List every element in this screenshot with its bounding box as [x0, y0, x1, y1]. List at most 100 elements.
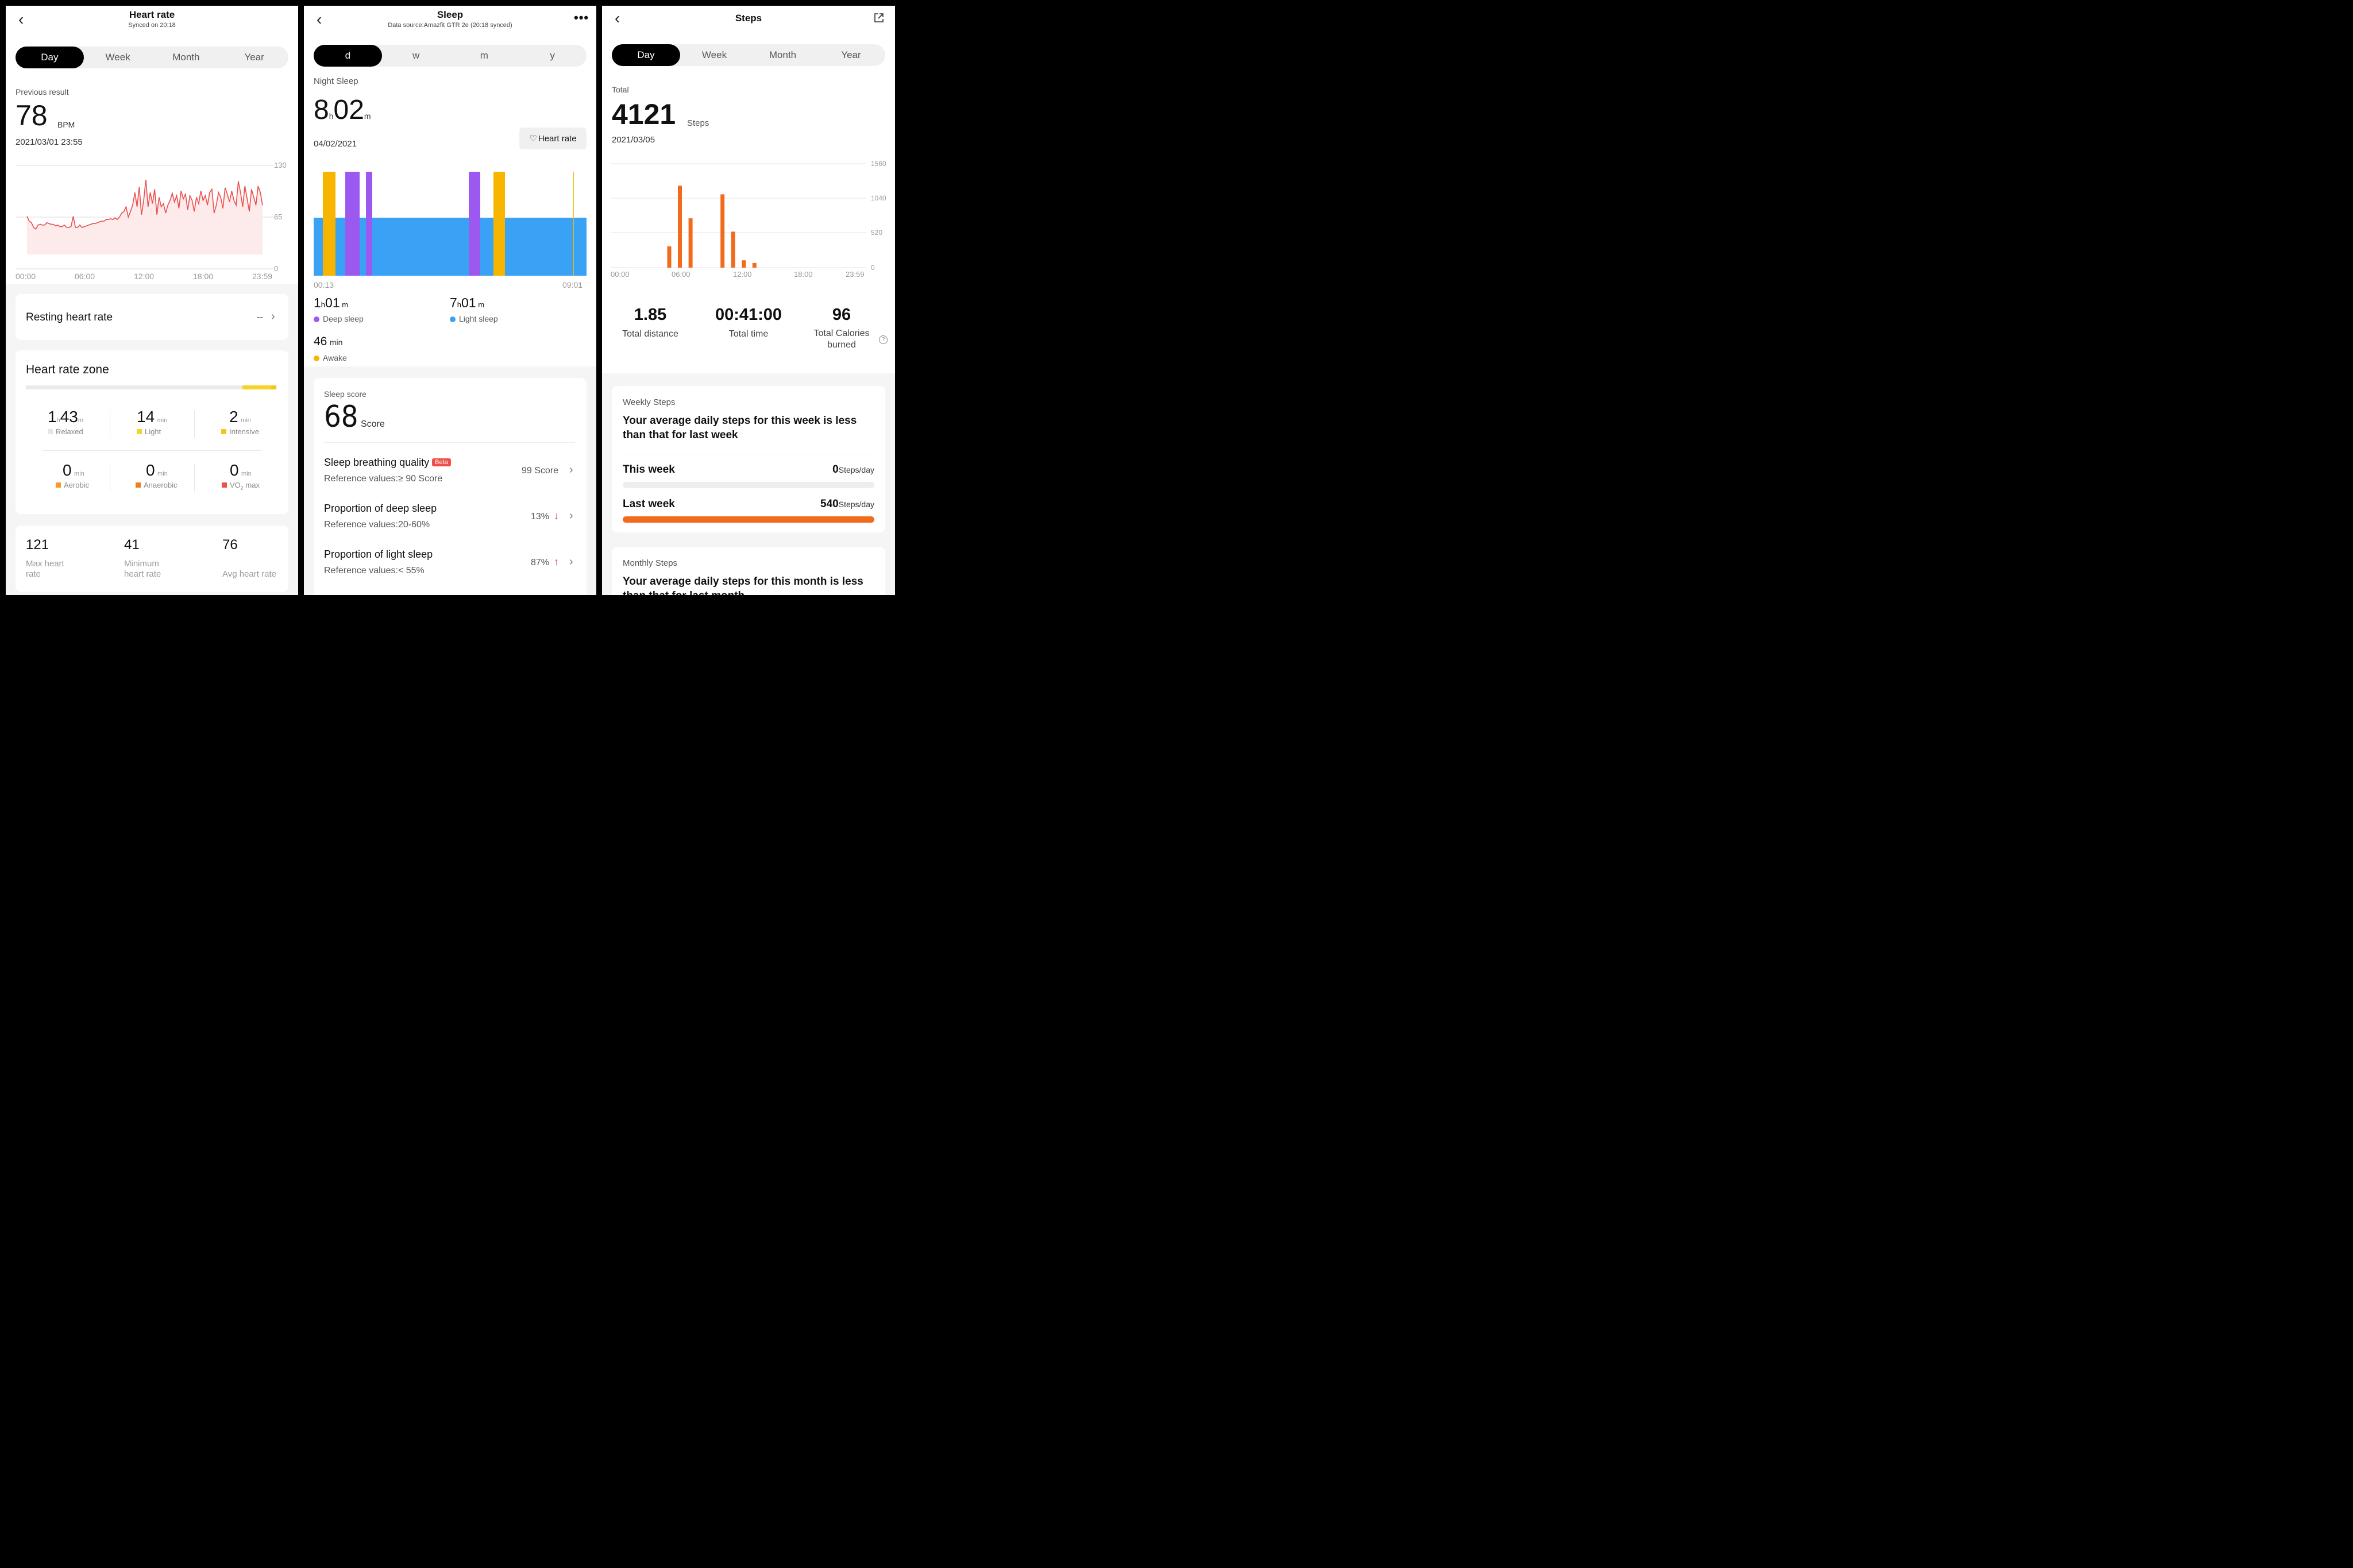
- sleep-end-time: 09:01: [562, 280, 583, 289]
- zone-name: Light: [145, 427, 161, 436]
- heart-rate-button[interactable]: ♡ Heart rate: [519, 128, 587, 149]
- last-week-progress: [623, 516, 874, 523]
- y-tick-1040: 1040: [871, 194, 886, 202]
- x-tick-0000: 00:00: [611, 270, 630, 279]
- previous-result-label: Previous result: [16, 87, 69, 96]
- tab-day[interactable]: Day: [612, 44, 680, 66]
- tab-day[interactable]: d: [314, 45, 382, 67]
- back-icon[interactable]: ‹: [18, 10, 24, 28]
- min-heart-rate: 41 Minimum heart rate: [124, 537, 161, 580]
- tab-month[interactable]: m: [480, 50, 488, 61]
- hours-unit: h: [329, 111, 334, 121]
- zone-color-swatch: [221, 429, 226, 434]
- zone-anaerobic: 0 min Anaerobic: [136, 461, 199, 489]
- sleep-minutes: 02: [333, 95, 364, 125]
- tab-year[interactable]: Year: [841, 49, 861, 60]
- steps-bar: [752, 262, 757, 268]
- x-tick-1800: 18:00: [794, 270, 813, 279]
- back-icon[interactable]: ‹: [615, 9, 620, 27]
- resting-heart-rate-row[interactable]: Resting heart rate -- ›: [16, 294, 288, 340]
- zone-unit: min: [241, 417, 251, 424]
- stage-unit: h: [457, 300, 462, 309]
- monthly-steps-message: Your average daily steps for this month …: [623, 576, 863, 595]
- x-tick-1800: 18:00: [193, 272, 214, 281]
- tab-month[interactable]: Month: [172, 52, 200, 63]
- stat-label: Avg heart rate: [222, 569, 276, 579]
- chevron-right-icon: ›: [569, 555, 573, 568]
- tab-week[interactable]: Week: [701, 49, 727, 60]
- beta-badge: Beta: [432, 458, 451, 466]
- row-reference: Reference values:20-60%: [324, 520, 430, 530]
- y-tick-1560: 1560: [871, 160, 886, 168]
- sleep-duration: 8h02m: [314, 96, 371, 124]
- divider: [324, 442, 575, 443]
- more-options-icon[interactable]: •••: [574, 10, 589, 25]
- awake-value: 46: [314, 335, 327, 348]
- stage-label: Awake: [323, 353, 347, 362]
- metric-label: Total Calories burned: [813, 329, 870, 350]
- row-title: Proportion of deep sleep: [324, 503, 437, 514]
- row-title: Proportion of light sleep: [324, 549, 433, 560]
- deep-sleep-proportion-row[interactable]: Proportion of deep sleep Reference value…: [314, 501, 587, 536]
- y-tick-65: 65: [274, 213, 282, 221]
- awake-bar: [323, 172, 335, 276]
- zone-progress-intensive: [271, 385, 276, 389]
- row-title: Sleep breathing quality Beta: [324, 457, 451, 469]
- total-label: Total: [612, 85, 629, 94]
- y-tick-0: 0: [871, 264, 875, 272]
- tab-week[interactable]: w: [412, 50, 420, 61]
- share-icon[interactable]: [873, 12, 885, 24]
- max-heart-rate: 121 Max heart rate: [26, 537, 64, 580]
- row-value: 99 Score: [522, 466, 559, 476]
- zone-vo2max: 0 min VO2 max: [222, 461, 285, 491]
- stage-label: Deep sleep: [323, 314, 364, 323]
- deep-sleep-bar: [469, 172, 480, 276]
- period-tabs: Day Week Month Year: [612, 44, 885, 66]
- stage-hours: 7: [450, 295, 457, 310]
- tab-year[interactable]: y: [550, 50, 555, 61]
- deep-sleep-dot: [314, 316, 319, 322]
- light-sleep-proportion-row[interactable]: Proportion of light sleep Reference valu…: [314, 547, 587, 582]
- x-tick-0000: 00:00: [16, 272, 36, 281]
- total-distance: 1.85 Total distance: [610, 306, 691, 339]
- this-week-progress: [623, 482, 874, 488]
- chevron-right-icon: ›: [569, 464, 573, 476]
- heart-rate-value: 78: [16, 99, 48, 132]
- tab-week[interactable]: Week: [105, 52, 130, 63]
- weekly-steps-message: Your average daily steps for this week i…: [623, 415, 857, 441]
- tab-month[interactable]: Month: [769, 49, 797, 60]
- help-icon[interactable]: ?: [879, 335, 888, 344]
- zone-color-swatch: [136, 482, 141, 488]
- tab-year[interactable]: Year: [244, 52, 264, 63]
- steps-bar: [667, 246, 672, 268]
- light-sleep-dot: [450, 316, 456, 322]
- zone-name: Aerobic: [64, 481, 90, 489]
- last-week-value: 540Steps/day: [820, 498, 874, 511]
- period-tabs: Day Week Month Year: [16, 47, 288, 68]
- zone-name-subscript: 2: [240, 485, 244, 491]
- weekly-steps-card: Weekly Steps Your average daily steps fo…: [612, 386, 885, 532]
- metric-value: 00:41:00: [715, 306, 782, 324]
- divider: [194, 464, 195, 492]
- sleep-breathing-row[interactable]: Sleep breathing quality Beta Reference v…: [314, 455, 587, 490]
- deep-sleep-bar: [345, 172, 360, 276]
- tab-day[interactable]: Day: [16, 47, 84, 68]
- zone-color-swatch: [48, 429, 53, 434]
- y-tick-520: 520: [871, 229, 882, 237]
- back-icon[interactable]: ‹: [317, 10, 322, 28]
- heart-rate-screen: ‹ Heart rate Synced on 20:18 Day Week Mo…: [6, 6, 298, 595]
- metric-value: 1.85: [634, 306, 667, 324]
- deep-sleep-summary: 1h01 m Deep sleep: [314, 295, 364, 323]
- zone-unit: min: [157, 417, 168, 424]
- total-time: 00:41:00 Total time: [705, 306, 792, 339]
- zone-name: Anaerobic: [144, 481, 178, 489]
- zone-color-swatch: [137, 429, 142, 434]
- sleep-score-card: Sleep score 68 Score Sleep breathing qua…: [314, 378, 587, 595]
- steps-unit: Steps: [687, 118, 709, 128]
- zone-value-hours: 1: [48, 408, 57, 426]
- zone-light: 14 min Light: [137, 408, 200, 436]
- stat-label: Max heart: [26, 559, 64, 569]
- resting-value: --: [257, 312, 263, 322]
- zone-unit: m: [78, 417, 84, 424]
- stage-unit: m: [342, 300, 349, 309]
